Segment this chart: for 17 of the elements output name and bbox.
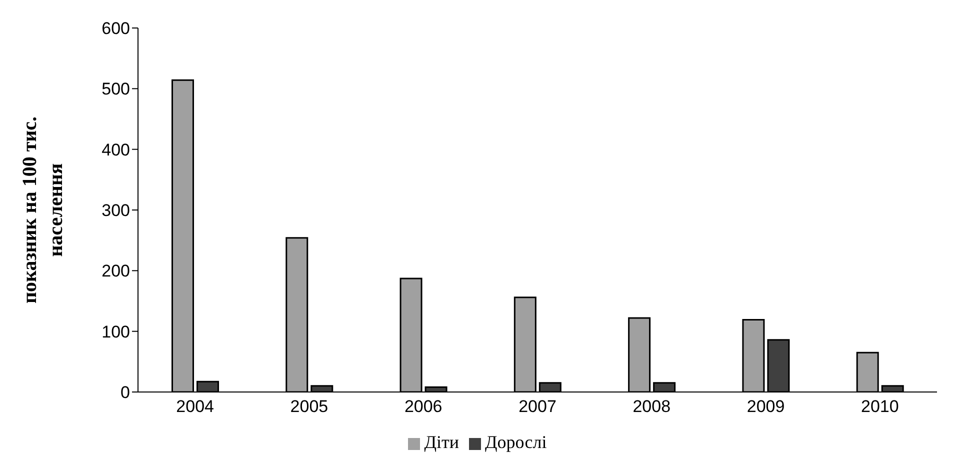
legend-label: Діти <box>424 432 460 452</box>
x-tick-label: 2009 <box>746 397 785 416</box>
x-tick-label: 2008 <box>632 397 671 416</box>
y-tick-label: 0 <box>120 383 130 402</box>
x-tick-label: 2006 <box>404 397 442 416</box>
y-tick-label: 400 <box>102 140 130 160</box>
x-tick-label: 2005 <box>290 397 328 416</box>
y-tick-label: 500 <box>102 80 130 99</box>
y-axis-title: показник на 100 тис. населення <box>19 116 67 304</box>
x-tick-label: 2007 <box>518 397 556 416</box>
y-tick-label: 200 <box>102 262 130 281</box>
y-tick-label: 100 <box>102 322 130 342</box>
y-tick-label: 600 <box>102 19 130 38</box>
legend-label: Дорослі <box>485 432 547 452</box>
x-tick-label: 2010 <box>861 397 899 416</box>
y-tick-label: 300 <box>102 201 130 220</box>
x-tick-label: 2004 <box>176 397 214 416</box>
